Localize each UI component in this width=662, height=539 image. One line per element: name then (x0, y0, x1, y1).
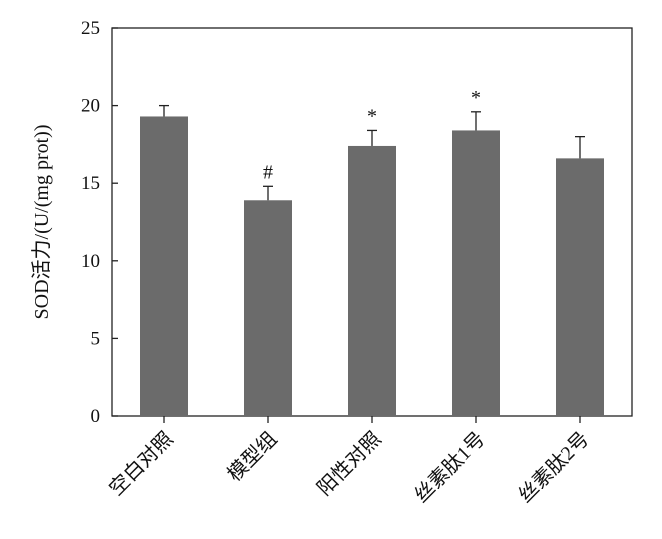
error-bars-group (159, 104, 585, 201)
y-tick-label: 0 (91, 406, 101, 427)
y-axis-title: SOD活力/(U/(mg prot)) (30, 125, 53, 320)
y-tick-label: 20 (81, 96, 100, 117)
bar-1 (140, 116, 188, 417)
significance-mark: * (367, 105, 377, 127)
bars-group (140, 116, 604, 417)
y-tick-label: 15 (81, 173, 100, 194)
y-axis: 0 5 10 15 20 25 (81, 18, 118, 427)
y-tick-label: 25 (81, 18, 100, 39)
annotations-group: # * * (263, 87, 481, 183)
x-category-label: 阳性对照 (313, 427, 386, 500)
bar-4 (452, 130, 500, 416)
x-axis-labels: 空白对照 模型组 阳性对照 丝素肽1号 丝素肽2号 (105, 416, 594, 507)
x-category-label: 模型组 (223, 427, 282, 486)
significance-mark: # (263, 161, 273, 183)
y-tick-label: 5 (91, 328, 101, 349)
x-category-label: 丝素肽1号 (410, 427, 490, 507)
x-category-label: 丝素肽2号 (514, 427, 594, 507)
significance-mark: * (471, 87, 481, 109)
bar-2 (244, 200, 292, 416)
y-tick-label: 10 (81, 251, 100, 272)
x-category-label: 空白对照 (105, 427, 178, 500)
bar-3 (348, 145, 396, 416)
bar-5 (556, 158, 604, 417)
